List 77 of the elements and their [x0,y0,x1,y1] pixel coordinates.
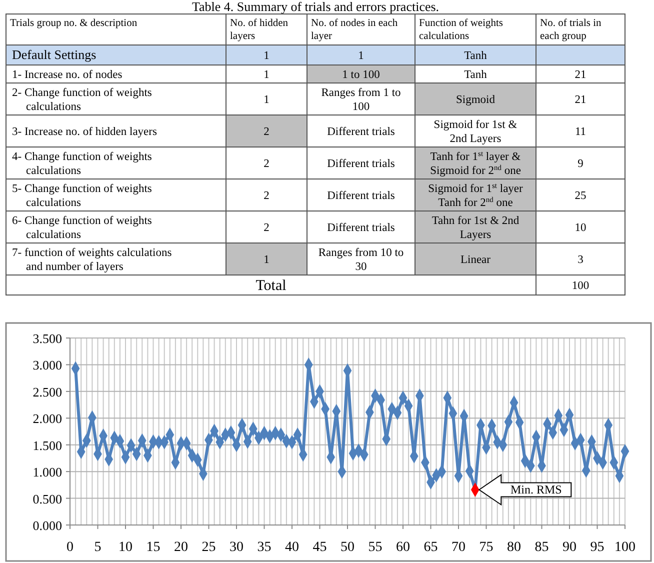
y-tick-label: 2.000 [32,411,62,426]
category-label: Trials group no. & description [10,18,138,29]
category-label: 6- Change function of weights calculations [12,215,152,241]
category-label: No. of hidden layers [230,18,289,42]
x-tick-label: 90 [562,540,576,555]
annotation: Min. RMS [510,482,562,497]
y-tick-label: 0.500 [32,491,62,506]
text: 9 [578,158,584,170]
y-tick-label: 1.500 [32,438,62,453]
y-tick-label: 2.500 [32,384,62,400]
text: 21 [574,69,586,81]
x-tick-label: 10 [118,540,132,555]
x-tick-label: 70 [452,540,466,555]
x-tick-label: 15 [146,540,160,555]
x-tick-label: 20 [174,540,188,555]
text: 3 [578,254,584,266]
x-tick-label: 30 [230,540,244,555]
text: 10 [574,222,586,234]
category-label: 1- Increase no. of nodes [12,69,122,81]
category-label: 3- Increase no. of hidden layers [12,126,157,138]
text: Different trials [327,158,395,170]
y-tick-label: 1.000 [32,464,62,480]
text: 2 [264,158,270,170]
text: Sigmoid for 1st & 2nd Layers [434,119,518,145]
text: 100 [572,280,590,292]
text: 2 [264,126,270,138]
x-tick-label: 75 [479,540,494,555]
x-tick-label: 40 [285,540,299,555]
x-tick-label: 50 [340,540,354,555]
x-tick-label: 25 [202,540,216,555]
text: 11 [574,126,586,138]
text: 1 to 100 [342,69,380,81]
text: Ranges from 10 to 30 [318,247,404,273]
x-tick-label: 80 [507,540,521,555]
text: 1 [264,254,270,266]
text: 1 [358,50,364,62]
category-label: Default Settings [12,47,96,62]
text: 25 [574,190,586,202]
x-tick-label: 65 [424,540,438,555]
category-label: 2- Change function of weights calculations [12,87,152,113]
text: Sigmoid [456,94,495,106]
x-tick-label: 100 [614,540,636,555]
text: Ranges from 1 to 100 [321,87,401,113]
text: Different trials [327,190,395,202]
text: Tahn for 1st & 2nd Layers [432,215,520,241]
category-label: 5- Change function of weights calculations [12,183,152,209]
text: 1 [264,94,270,106]
text: Linear [460,254,491,266]
category-label: 7- function of weights calculations and number of layers [12,247,172,273]
text: 1 [264,69,270,81]
text: Tanh for 1$^{st}$ layer & Sigmoid for 2$^{nd}$ one [430,148,521,177]
text: Sigmoid for 1$^{st}$ layer Tanh for 2$^{nd}$ one [428,180,523,209]
text: Table 4. Summary of trials and errors practices. [192,0,440,14]
category-label: No. of nodes in each layer [311,18,398,42]
x-tick-label: 35 [257,540,272,555]
y-tick-label: 0.000 [32,518,62,533]
x-tick-label: 5 [94,540,102,555]
category-label: Function of weights calculations [419,18,503,42]
category-label: No. of trials in each group [540,18,602,42]
x-tick-label: 0 [66,540,74,555]
x-tick-label: 95 [590,540,604,555]
y-tick-label: 3.000 [32,358,62,373]
text: 1 [264,50,270,62]
text: 2 [264,190,270,202]
x-tick-label: 85 [534,540,549,555]
x-tick-label: 60 [396,540,410,555]
text: Tanh [464,69,487,81]
category-label: Total [256,278,286,294]
text: 21 [574,94,586,106]
x-tick-label: 55 [368,540,382,555]
text: Different trials [327,126,395,138]
text: Different trials [327,222,395,234]
x-tick-label: 45 [312,540,327,555]
text: Tanh [464,50,487,62]
y-tick-label: 3.500 [32,331,62,346]
category-label: 4- Change function of weights calculations [12,151,152,177]
text: 2 [264,222,270,234]
